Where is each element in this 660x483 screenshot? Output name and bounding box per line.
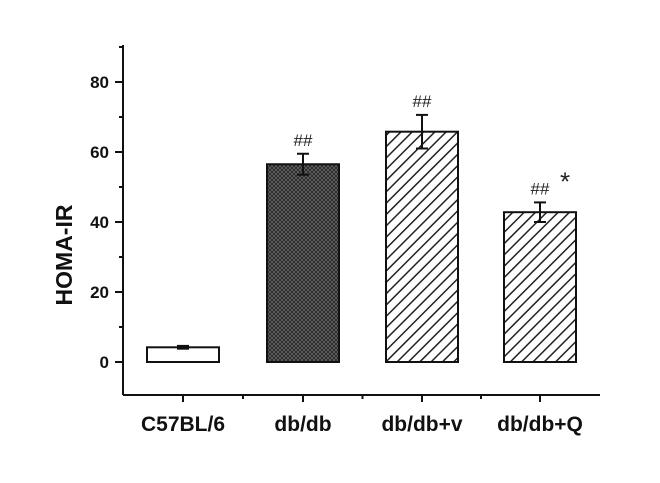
x-tick-label: db/db+Q (497, 413, 583, 436)
bar-db-db-q (503, 211, 577, 363)
y-tick-label: 20 (90, 283, 109, 302)
y-tick-label: 40 (90, 213, 109, 232)
x-tick-label: db/db (274, 413, 331, 436)
y-tick-label: 60 (90, 143, 109, 162)
significance-annotation: ## (294, 131, 313, 150)
x-tick-label: db/db+v (381, 413, 462, 436)
labels-group: 0 20 40 60 80 C57BL/6 ## db/db ## db/db+v ## * db/db… (90, 73, 583, 436)
significance-annotation: ## (413, 92, 432, 111)
significance-star: * (560, 166, 570, 196)
significance-annotation: ## (531, 179, 550, 198)
bar-db-db (266, 163, 340, 363)
bar-db-db-v (385, 130, 459, 363)
x-tick-label: C57BL/6 (141, 413, 225, 436)
y-tick-label: 0 (100, 353, 109, 372)
axes (115, 45, 600, 402)
y-tick-label: 80 (90, 73, 109, 92)
bars-group (146, 113, 577, 363)
y-axis-label: HOMA-IR (51, 204, 77, 305)
